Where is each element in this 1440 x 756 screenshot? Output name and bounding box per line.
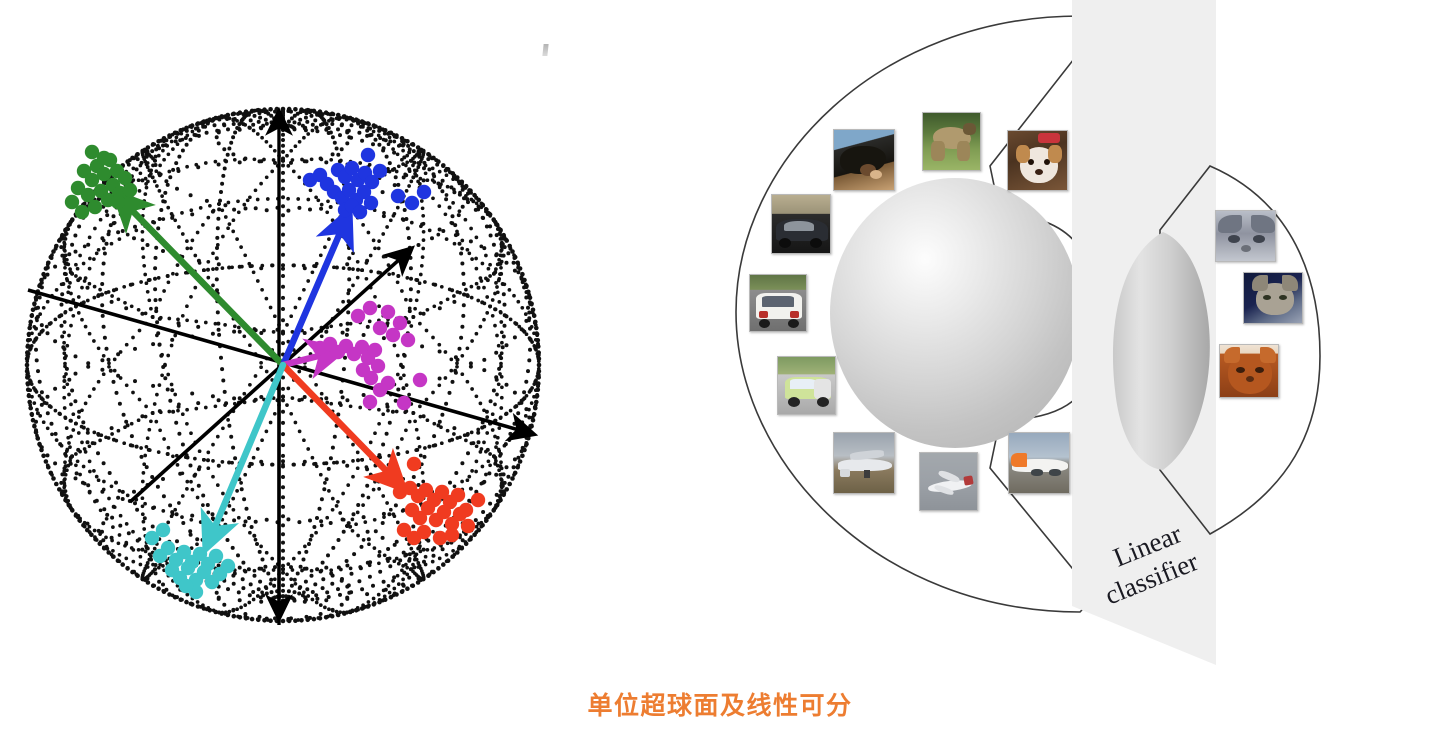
embedding-point [363, 195, 379, 211]
embedding-point [354, 339, 370, 355]
embedding-point [144, 530, 160, 546]
embedding-point [444, 527, 460, 543]
embedding-point [341, 182, 357, 198]
thumb-car-green-smart [777, 356, 836, 415]
embedding-point [400, 332, 416, 348]
embedding-point [180, 560, 196, 576]
linear-separability-figure: Linear classifier [700, 0, 1440, 700]
embedding-point [87, 199, 103, 215]
thumb-cat-grey-closeup [1215, 210, 1276, 262]
embedding-point [64, 194, 80, 210]
embedding-point [416, 524, 432, 540]
embedding-point [192, 546, 208, 562]
cluster-class-cyan [144, 522, 236, 600]
cluster-class-red [392, 456, 486, 546]
embedding-point [404, 195, 420, 211]
prototype-arrow-green [110, 187, 287, 369]
hypersphere-svg [24, 106, 542, 625]
embedding-point [155, 522, 171, 538]
embedding-point-clusters [64, 144, 486, 600]
embedding-point [360, 147, 376, 163]
unit-hypersphere-figure [0, 40, 600, 640]
embedding-point [96, 150, 112, 166]
embedding-point [392, 315, 408, 331]
embedding-point [470, 492, 486, 508]
thumb-plane-propeller [833, 432, 895, 494]
embedding-point [110, 194, 126, 210]
embedding-point [420, 500, 436, 516]
embedding-point [84, 172, 100, 188]
embedding-point [363, 370, 379, 386]
embedding-point [416, 184, 432, 200]
class-prototype-arrows [110, 187, 409, 556]
embedding-point [364, 174, 380, 190]
embedding-point [84, 144, 100, 160]
right-region-outline [1159, 165, 1321, 536]
embedding-point [380, 375, 396, 391]
embedding-point [176, 544, 192, 560]
thumb-car-white-hatchback [749, 274, 807, 332]
embedding-point [122, 182, 138, 198]
embedding-point [370, 358, 386, 374]
embedding-point [220, 558, 236, 574]
embedding-point [208, 548, 224, 564]
embedding-point [96, 166, 112, 182]
embedding-point [444, 516, 460, 532]
embedding-point [196, 564, 212, 580]
thumb-cat-ginger [1219, 344, 1279, 398]
embedding-point [406, 456, 422, 472]
embedding-point [117, 170, 133, 186]
embedding-point [372, 320, 388, 336]
cluster-class-magenta [312, 300, 428, 411]
embedding-point [390, 188, 406, 204]
thumb-car-dark-sports [771, 194, 831, 254]
embedding-point [356, 184, 372, 200]
embedding-point [367, 342, 383, 358]
embedding-point [350, 308, 366, 324]
embedding-point [396, 522, 412, 538]
embedding-point [178, 578, 194, 594]
embedding-point [362, 394, 378, 410]
embedding-point [396, 395, 412, 411]
embedding-point [434, 484, 450, 500]
separability-svg: Linear classifier [735, 0, 1321, 665]
cluster-class-green [64, 144, 138, 220]
thumb-dog-terrier [922, 112, 981, 171]
embedding-point [380, 304, 396, 320]
embedding-point [432, 530, 448, 546]
embedding-point [436, 504, 452, 520]
embedding-point [352, 204, 368, 220]
embedding-point [372, 163, 388, 179]
embedding-point [362, 300, 378, 316]
embedding-point [385, 327, 401, 343]
embedding-point [412, 372, 428, 388]
embedding-point [418, 482, 434, 498]
embedding-point [80, 187, 96, 203]
embedding-point [460, 518, 476, 534]
sphere-cap-slice [1112, 232, 1210, 470]
thumb-cat-dark-blue-bg [1243, 272, 1303, 324]
embedding-point [70, 180, 86, 196]
prototype-arrow-cyan [200, 361, 287, 556]
embedding-point [160, 540, 176, 556]
unit-sphere-ball [830, 178, 1080, 448]
axis-diagonal [128, 245, 416, 504]
embedding-point [458, 502, 474, 518]
embedding-point [344, 160, 360, 176]
thumb-plane-takeoff [919, 452, 978, 511]
prototype-arrow-blue [279, 204, 354, 369]
embedding-point [450, 487, 466, 503]
thumb-dog-black [833, 129, 895, 191]
slide-caption: 单位超球面及线性可分 [587, 691, 853, 720]
embedding-point [74, 204, 90, 220]
embedding-point [412, 510, 428, 526]
thumb-dog-jack-russell [1007, 130, 1068, 191]
prototype-arrow-red [279, 361, 409, 495]
cluster-class-blue [302, 147, 432, 220]
thumb-plane-orange-jet [1008, 432, 1070, 494]
